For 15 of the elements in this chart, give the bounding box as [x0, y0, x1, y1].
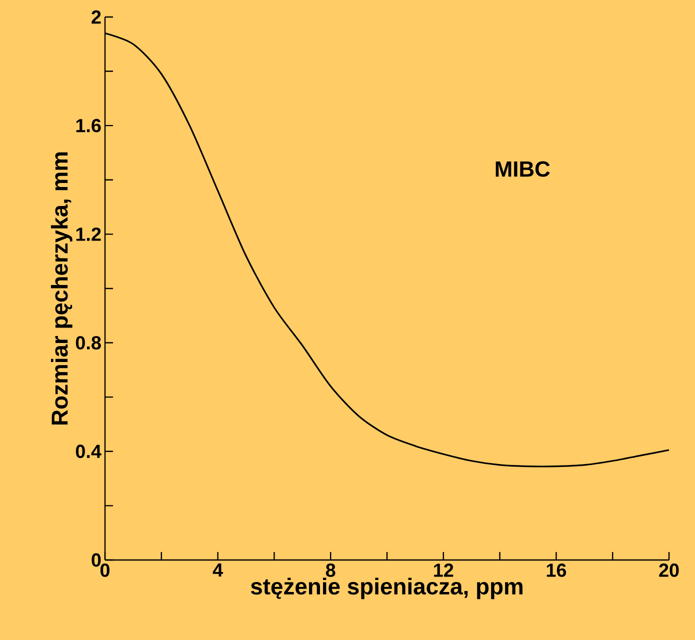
y-tick-label: 0	[92, 553, 101, 567]
y-tick-label: 0.8	[76, 336, 101, 350]
x-tick-label: 16	[546, 564, 566, 577]
x-tick-label: 4	[212, 564, 223, 577]
x-tick-label: 12	[434, 564, 454, 577]
x-axis-title: stężenie spieniacza, ppm	[250, 578, 522, 600]
x-tick-label: 20	[659, 564, 679, 577]
annotation: MIBC	[496, 161, 550, 177]
x-tick-label: 8	[326, 564, 336, 577]
y-tick-label: 1.6	[76, 118, 101, 132]
y-axis-title: Rozmiar pęcherzyka, mm	[50, 152, 72, 424]
y-tick-label: 0.4	[76, 444, 102, 458]
x-tick-label: 0	[100, 564, 110, 577]
y-tick-label: 1.2	[76, 228, 101, 241]
y-tick-label: 2	[92, 10, 101, 24]
